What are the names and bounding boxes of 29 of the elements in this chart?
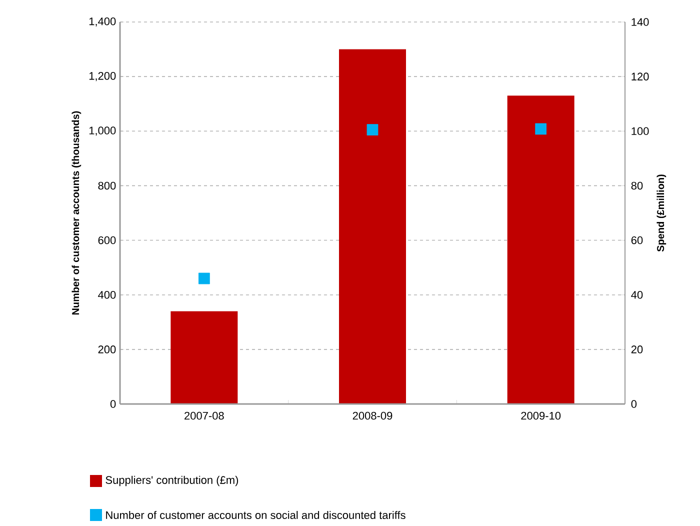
y2-axis-title: Spend (£million) — [656, 174, 666, 252]
legend-label: Number of customer accounts on social and discounted tariffs — [106, 510, 406, 520]
y2-tick-label: 40 — [631, 290, 643, 299]
y2-tick-label: 20 — [631, 346, 643, 354]
y-tick-label: 1,400 — [89, 17, 116, 27]
legend-label: Suppliers' contribution (£m) — [106, 476, 238, 486]
y-tick-label: 0 — [110, 400, 116, 408]
y2-tick-label: 80 — [631, 182, 643, 190]
x-tick-label: 2009-10 — [521, 412, 561, 420]
point — [198, 272, 210, 284]
point — [535, 123, 547, 135]
y-tick-label: 1,000 — [89, 126, 116, 136]
y-tick-label: 200 — [98, 346, 116, 354]
y2-tick-label: 0 — [631, 400, 637, 408]
bar — [170, 311, 238, 404]
bar — [507, 96, 574, 404]
y2-tick-label: 100 — [632, 127, 649, 136]
y-tick-label: 800 — [98, 182, 116, 190]
x-tick-label: 2007-08 — [184, 412, 224, 420]
x-tick-label: 2008-09 — [352, 412, 392, 420]
y-tick-label: 400 — [98, 290, 116, 299]
bar — [339, 49, 406, 404]
point — [366, 124, 378, 136]
y2-tick-label: 140 — [632, 18, 649, 26]
y2-tick-label: 60 — [631, 236, 643, 244]
y-axis-title: Number of customer accounts (thousands) — [72, 111, 82, 315]
y-tick-label: 600 — [98, 236, 116, 244]
y-tick-label: 1,200 — [89, 72, 116, 82]
y2-tick-label: 120 — [632, 72, 649, 80]
